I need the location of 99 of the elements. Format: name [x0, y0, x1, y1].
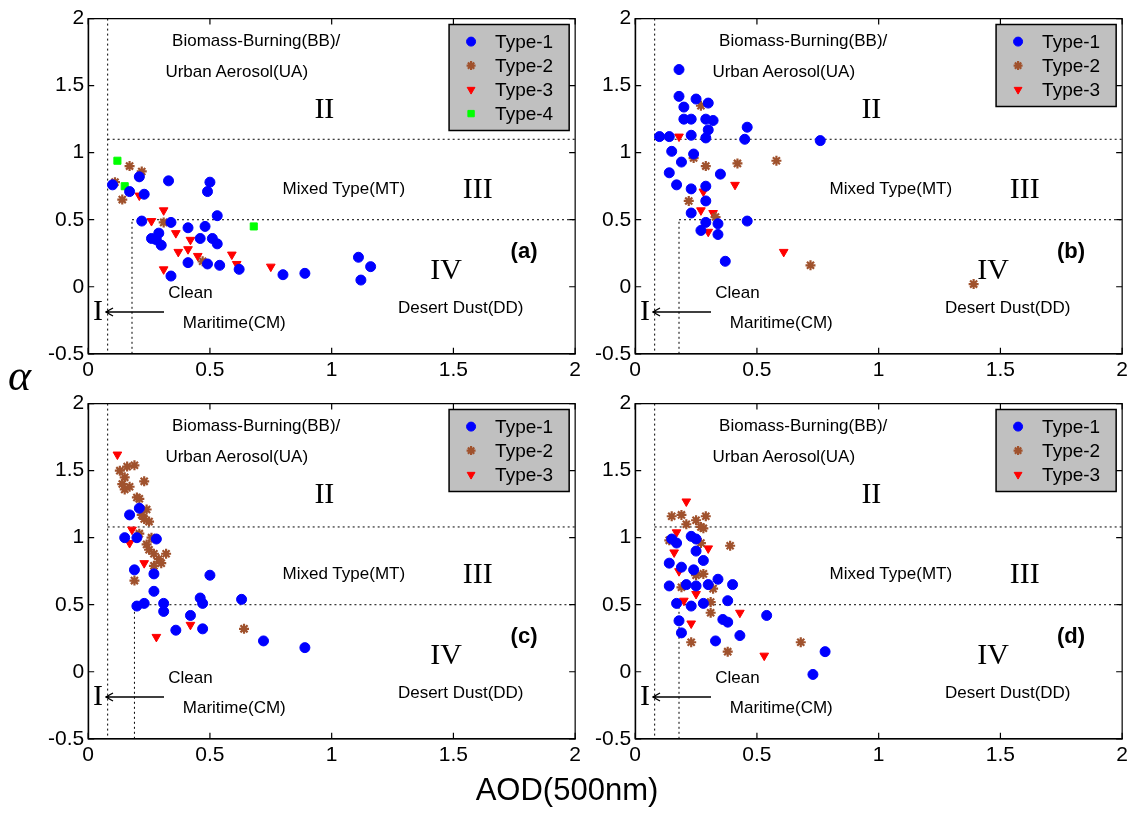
x-tick-label: 1.5: [985, 742, 1016, 766]
legend-label: Type-3: [1042, 463, 1101, 485]
x-tick-label: 1.5: [438, 742, 469, 766]
annotation: Clean: [715, 668, 760, 688]
annotation: Maritime(CM): [729, 697, 833, 717]
x-tick-label: 1: [872, 357, 885, 381]
annotation: IV: [977, 636, 1010, 670]
legend-label: Type-1: [1042, 30, 1101, 52]
y-tick-label: 1: [72, 139, 85, 163]
annotation: (a): [510, 237, 538, 263]
annotation: (d): [1056, 622, 1086, 648]
y-tick-label: 2: [72, 5, 85, 29]
y-tick-label: -0.5: [595, 340, 632, 364]
y-tick-label: 0: [72, 658, 85, 682]
annotation: IV: [430, 636, 463, 670]
annotation: I: [639, 678, 650, 712]
y-tick-label: 2: [619, 5, 632, 29]
y-tick-label: 2: [619, 390, 632, 414]
annotation: Maritime(CM): [729, 312, 833, 332]
y-tick-label: 1.5: [601, 457, 632, 481]
x-axis-title: AOD(500nm): [474, 772, 660, 808]
legend-label: Type-2: [1042, 439, 1101, 461]
annotation: I: [639, 293, 650, 327]
y-tick-label: 1: [72, 524, 85, 548]
legend-label: Type-1: [1042, 415, 1101, 437]
legend-label: Type-2: [495, 439, 554, 461]
legend-label: Type-3: [495, 463, 554, 485]
annotation: III: [1009, 171, 1040, 205]
y-tick-label: 0.5: [54, 206, 85, 230]
legend-label: Type-2: [1042, 54, 1101, 76]
annotation: II: [861, 475, 882, 509]
annotation: Urban Aerosol(UA): [712, 61, 856, 81]
annotation: Clean: [168, 668, 213, 688]
legend-label: Type-1: [495, 30, 554, 52]
x-tick-label: 0.5: [195, 742, 225, 766]
x-tick-label: 0.5: [742, 357, 772, 381]
x-tick-label: 2: [569, 742, 581, 766]
annotation: Mixed Type(MT): [282, 178, 406, 198]
annotation: Mixed Type(MT): [282, 563, 406, 583]
y-tick-label: 1.5: [601, 72, 632, 96]
legend-label: Type-2: [495, 54, 554, 76]
annotation: Urban Aerosol(UA): [712, 446, 856, 466]
y-tick-label: 1.5: [54, 72, 85, 96]
annotation: IV: [430, 251, 463, 285]
legend-label: Type-4: [495, 102, 554, 124]
annotation: (b): [1056, 237, 1086, 263]
annotation: I: [92, 678, 103, 712]
x-tick-label: 2: [569, 357, 581, 381]
y-tick-label: 1.5: [54, 457, 85, 481]
y-tick-label: 0.5: [54, 591, 85, 615]
y-tick-label: 0: [72, 273, 85, 297]
annotation: Maritime(CM): [182, 697, 286, 717]
x-tick-label: 1.5: [438, 357, 469, 381]
y-tick-label: 1: [619, 524, 632, 548]
x-tick-label: 1: [325, 742, 338, 766]
annotation: III: [462, 556, 493, 590]
annotation: II: [861, 90, 882, 124]
annotation: Maritime(CM): [182, 312, 286, 332]
legend-label: Type-1: [495, 415, 554, 437]
annotation: III: [1009, 556, 1040, 590]
annotation: Biomass-Burning(BB)/: [172, 416, 341, 436]
annotation: Desert Dust(DD): [944, 297, 1071, 317]
annotation: II: [314, 475, 335, 509]
y-axis-title: α: [8, 350, 32, 401]
y-tick-label: 2: [72, 390, 85, 414]
y-tick-label: -0.5: [595, 725, 632, 749]
y-tick-label: 0.5: [601, 591, 632, 615]
annotation: Desert Dust(DD): [397, 297, 524, 317]
annotation: Urban Aerosol(UA): [165, 446, 309, 466]
y-tick-label: -0.5: [48, 725, 85, 749]
legend-label: Type-3: [1042, 78, 1101, 100]
x-tick-label: 2: [1116, 357, 1128, 381]
annotation: I: [92, 293, 103, 327]
annotation: Biomass-Burning(BB)/: [719, 31, 888, 51]
x-tick-label: 2: [1116, 742, 1128, 766]
annotation: Biomass-Burning(BB)/: [172, 31, 341, 51]
annotation: IV: [977, 251, 1010, 285]
annotation: Clean: [168, 283, 213, 303]
annotation: (c): [510, 622, 538, 648]
x-tick-label: 1: [872, 742, 885, 766]
annotation: Urban Aerosol(UA): [165, 61, 309, 81]
x-tick-label: 1: [325, 357, 338, 381]
annotation: II: [314, 90, 335, 124]
x-tick-label: 1.5: [985, 357, 1016, 381]
annotation: Desert Dust(DD): [944, 682, 1071, 702]
annotation: Clean: [715, 283, 760, 303]
annotation: III: [462, 171, 493, 205]
y-tick-label: 0: [619, 273, 632, 297]
annotation: Mixed Type(MT): [829, 563, 953, 583]
x-tick-label: 0.5: [742, 742, 772, 766]
x-tick-label: 0.5: [195, 357, 225, 381]
y-tick-label: 0: [619, 658, 632, 682]
y-tick-label: 1: [619, 139, 632, 163]
y-tick-label: 0.5: [601, 206, 632, 230]
annotation: Mixed Type(MT): [829, 178, 953, 198]
annotation: Biomass-Burning(BB)/: [719, 416, 888, 436]
y-tick-label: -0.5: [48, 340, 85, 364]
legend-label: Type-3: [495, 78, 554, 100]
annotation: Desert Dust(DD): [397, 682, 524, 702]
